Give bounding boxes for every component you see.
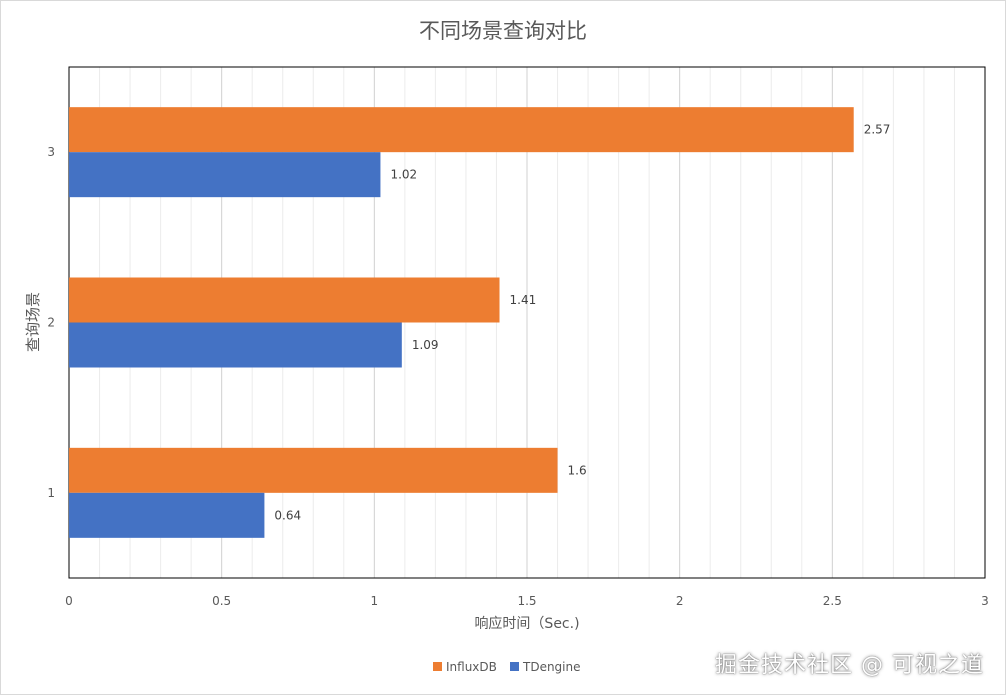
x-tick-label: 0: [65, 594, 73, 608]
bar-influxdb-1: [69, 447, 558, 493]
legend-swatch-tdengine: [510, 662, 519, 671]
x-tick-label: 2: [676, 594, 684, 608]
bar-tdengine-3: [69, 152, 381, 198]
x-tick-label: 1: [371, 594, 379, 608]
x-axis-ticks: 0 0.5 1 1.5 2 2.5 3: [65, 594, 989, 608]
y-tick-label: 1: [47, 486, 55, 500]
x-tick-label: 1.5: [517, 594, 536, 608]
bar-influxdb-3: [69, 107, 854, 153]
legend: InfluxDB TDengine: [433, 660, 581, 674]
x-tick-label: 2.5: [823, 594, 842, 608]
chart-title: 不同场景查询对比: [419, 19, 587, 43]
data-label: 0.64: [274, 508, 301, 522]
legend-label: InfluxDB: [446, 660, 497, 674]
legend-label: TDengine: [522, 660, 581, 674]
data-label: 1.09: [412, 338, 439, 352]
x-axis-label: 响应时间（Sec.): [474, 615, 579, 632]
data-label: 1.6: [568, 463, 587, 477]
bar-tdengine-2: [69, 322, 402, 368]
y-axis-ticks: 1 2 3: [47, 145, 55, 500]
bar-influxdb-2: [69, 277, 500, 323]
y-tick-label: 3: [47, 145, 55, 159]
x-tick-label: 3: [981, 594, 989, 608]
watermark: 掘金技术社区 @ 可视之道: [715, 653, 984, 678]
data-label: 1.02: [390, 168, 417, 182]
x-tick-label: 0.5: [212, 594, 231, 608]
legend-swatch-influxdb: [433, 662, 442, 671]
bar-tdengine-1: [69, 492, 265, 538]
data-label: 2.57: [864, 123, 891, 137]
data-label: 1.41: [510, 293, 537, 307]
y-axis-label: 查询场景: [24, 292, 42, 352]
y-tick-label: 2: [47, 316, 55, 330]
bars: 1.6 0.64 1.41 1.09 2.57 1.02: [69, 107, 890, 538]
